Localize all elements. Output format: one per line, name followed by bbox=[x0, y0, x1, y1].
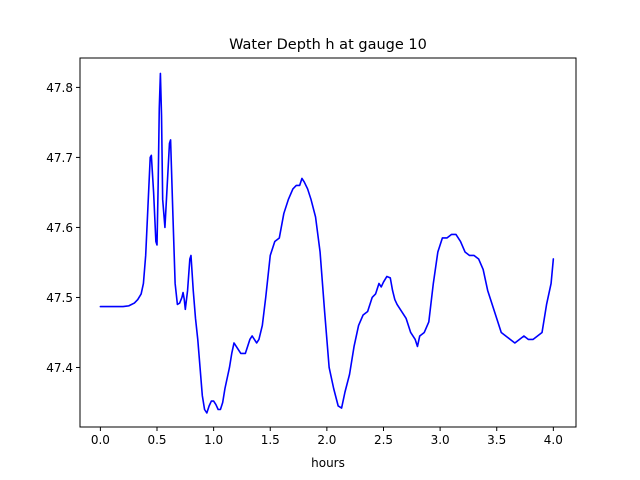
y-tick-label: 47.4 bbox=[46, 361, 73, 375]
x-tick-label: 3.5 bbox=[487, 433, 506, 447]
chart-title: Water Depth h at gauge 10 bbox=[229, 37, 427, 53]
plot-area bbox=[99, 72, 555, 414]
x-tick-label: 0.5 bbox=[147, 433, 166, 447]
x-axis-label: hours bbox=[311, 456, 345, 470]
x-tick-label: 4.0 bbox=[544, 433, 563, 447]
y-tick-label: 47.5 bbox=[46, 291, 73, 305]
x-tick-label: 0.0 bbox=[91, 433, 110, 447]
x-tick-label: 3.0 bbox=[431, 433, 450, 447]
x-tick-label: 2.0 bbox=[317, 433, 336, 447]
series-line-0 bbox=[99, 72, 555, 414]
plot-frame bbox=[79, 57, 577, 428]
x-axis: 0.0 0.5 1.0 1.5 2.0 2.5 3.0 3.5 4.0 bbox=[91, 427, 563, 447]
x-tick-label: 1.0 bbox=[204, 433, 223, 447]
y-tick-label: 47.7 bbox=[46, 151, 73, 165]
y-tick-label: 47.6 bbox=[46, 221, 73, 235]
x-tick-label: 1.5 bbox=[261, 433, 280, 447]
y-axis: 47.4 47.5 47.6 47.7 47.8 bbox=[46, 81, 80, 375]
y-tick-label: 47.8 bbox=[46, 81, 73, 95]
x-tick-label: 2.5 bbox=[374, 433, 393, 447]
